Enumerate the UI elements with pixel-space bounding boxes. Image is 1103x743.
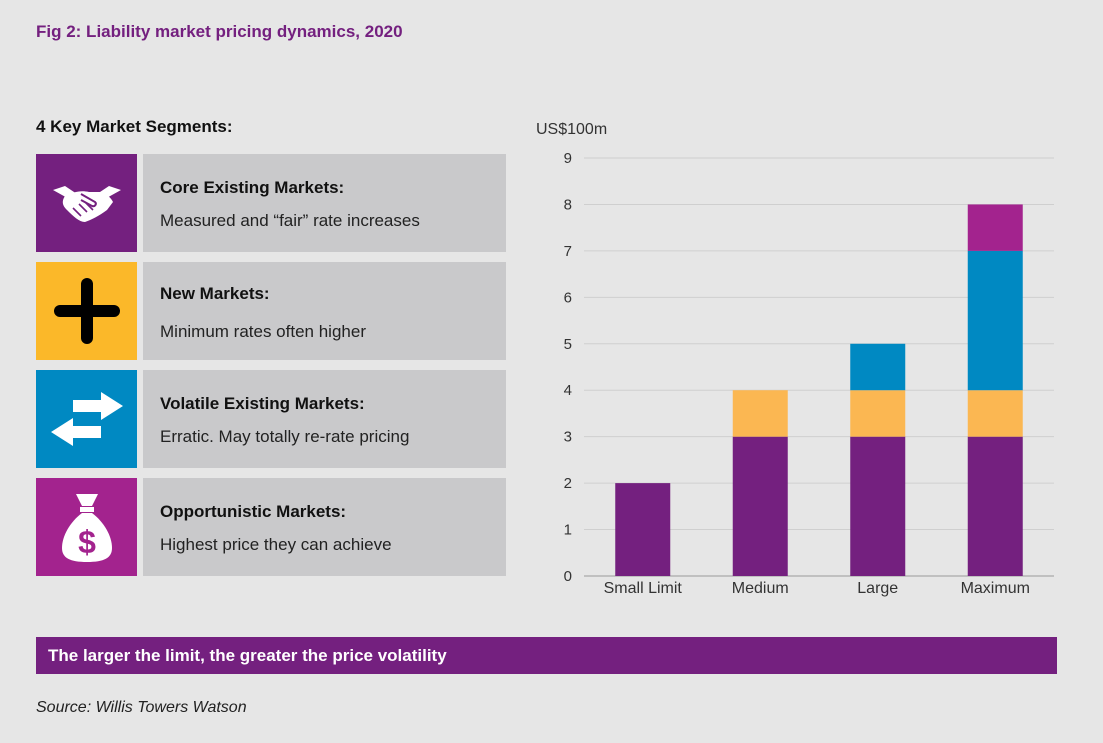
segment-volatile-existing: Volatile Existing Markets: Erratic. May … xyxy=(36,370,506,468)
x-tick-label: Maximum xyxy=(961,580,1030,597)
y-tick-label: 7 xyxy=(564,243,572,260)
source-note: Source: Willis Towers Watson xyxy=(36,699,247,716)
segment-name: Opportunistic Markets: xyxy=(160,502,347,521)
segment-description: Erratic. May totally re-rate pricing xyxy=(160,427,410,446)
y-tick-label: 8 xyxy=(564,196,572,213)
bar-segment xyxy=(967,250,1023,391)
segment-description: Minimum rates often higher xyxy=(160,322,366,341)
y-tick-label: 2 xyxy=(564,475,572,492)
bar-segment xyxy=(967,390,1023,437)
segment-text-volatile-existing: Volatile Existing Markets: Erratic. May … xyxy=(143,370,506,468)
y-tick-label: 6 xyxy=(564,289,572,306)
swap-arrows-icon xyxy=(36,370,137,468)
y-axis-unit-label: US$100m xyxy=(536,121,607,138)
plus-icon xyxy=(36,262,137,360)
segment-name: New Markets: xyxy=(160,284,270,303)
bar-segment xyxy=(850,390,906,437)
segments-heading: 4 Key Market Segments: xyxy=(36,117,233,136)
segment-opportunistic: $ Opportunistic Markets: Highest price t… xyxy=(36,478,506,576)
x-tick-label: Large xyxy=(857,580,898,597)
bar-segment xyxy=(967,204,1023,251)
segment-text-opportunistic: Opportunistic Markets: Highest price the… xyxy=(143,478,506,576)
y-tick-label: 5 xyxy=(564,336,572,353)
bar-segment xyxy=(850,343,906,391)
banner-text: The larger the limit, the greater the pr… xyxy=(48,646,447,665)
segment-new: New Markets: Minimum rates often higher xyxy=(36,262,506,360)
y-tick-label: 0 xyxy=(564,568,572,585)
segment-description: Measured and “fair” rate increases xyxy=(160,211,420,230)
segment-description: Highest price they can achieve xyxy=(160,535,392,554)
key-message-banner: The larger the limit, the greater the pr… xyxy=(36,637,1057,674)
bar-segment xyxy=(850,436,906,576)
bar-segment xyxy=(732,390,788,437)
y-tick-label: 9 xyxy=(564,150,572,167)
y-tick-label: 1 xyxy=(564,522,572,539)
segment-text-core-existing: Core Existing Markets: Measured and “fai… xyxy=(143,154,506,252)
chart-svg: US$100m 0 1 2 3 4 5 6 7 8 9 Small Limit Medium Large M… xyxy=(536,121,1054,597)
stacked-bar-chart: US$100m 0 1 2 3 4 5 6 7 8 9 Small Limit Medium Large M… xyxy=(520,110,1080,610)
handshake-icon xyxy=(36,154,137,252)
y-tick-label: 3 xyxy=(564,429,572,446)
bar-segment xyxy=(967,436,1023,576)
money-bag-icon: $ xyxy=(36,478,137,576)
x-tick-label: Small Limit xyxy=(604,580,683,597)
figure-title: Fig 2: Liability market pricing dynamics… xyxy=(36,22,403,41)
bar-segment xyxy=(732,436,788,576)
x-tick-label: Medium xyxy=(732,580,789,597)
segment-name: Core Existing Markets: xyxy=(160,178,345,197)
y-tick-label: 4 xyxy=(564,382,572,399)
segment-name: Volatile Existing Markets: xyxy=(160,394,365,413)
bar-segment xyxy=(615,483,671,576)
segment-text-new: New Markets: Minimum rates often higher xyxy=(143,262,506,360)
svg-text:$: $ xyxy=(78,524,96,560)
segment-core-existing: Core Existing Markets: Measured and “fai… xyxy=(36,154,506,252)
